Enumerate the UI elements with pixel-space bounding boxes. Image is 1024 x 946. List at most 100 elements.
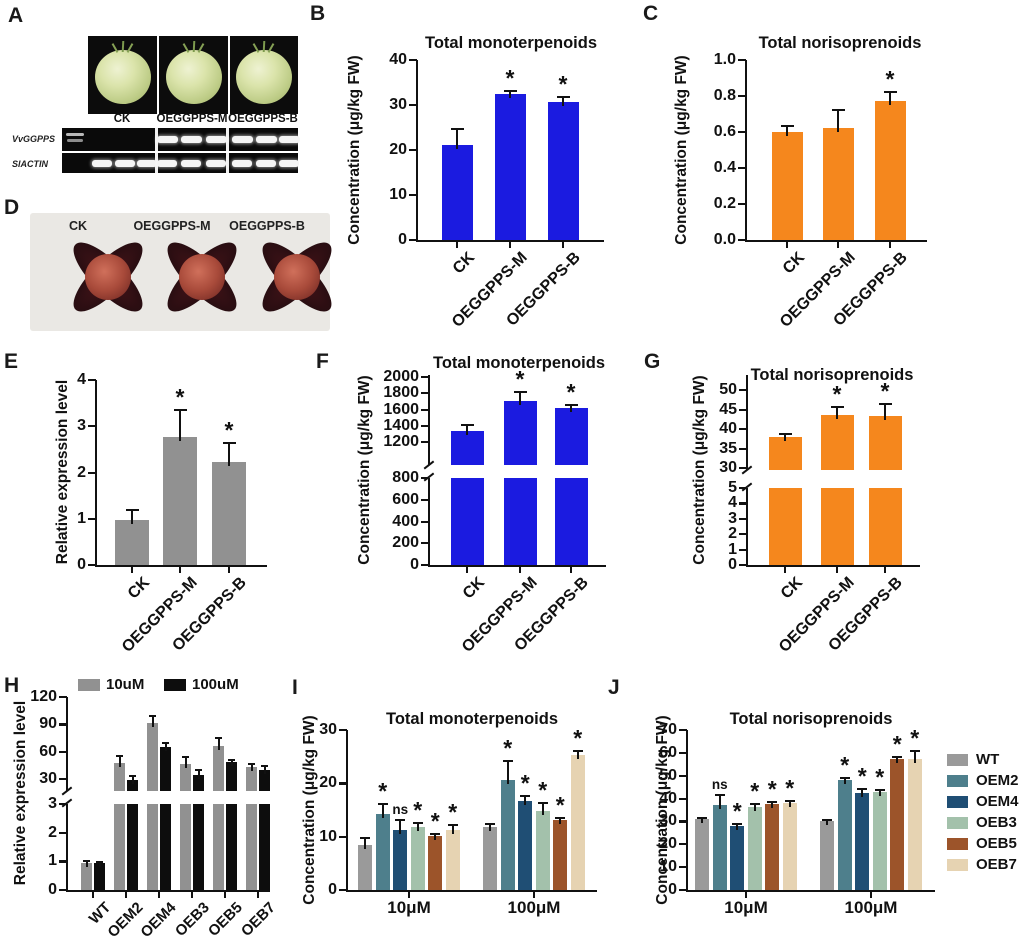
y-tick-mark: [339, 835, 347, 838]
photo-label: OEGGPPS-B: [229, 219, 305, 233]
error-bar-cap: [115, 755, 124, 758]
y-tick-mark: [421, 408, 429, 411]
bar: [695, 819, 710, 890]
significance-star: *: [224, 416, 234, 443]
error-bar-cap: [520, 794, 531, 797]
gel-row-label: VvGGPPS: [12, 134, 56, 144]
error-bar-stem: [753, 804, 756, 811]
y-tick-label: 10: [659, 858, 677, 876]
error-bar-cap: [767, 801, 778, 804]
tomato-fruit: [94, 50, 151, 104]
error-bar-stem: [184, 757, 187, 769]
chart-title: Total norisoprenoids: [729, 710, 893, 728]
bar: [874, 101, 906, 240]
bar-segment-lower: [127, 804, 138, 890]
bar-segment-lower: [259, 804, 270, 890]
x-tick-mark: [509, 242, 512, 248]
significance-star: *: [430, 808, 440, 834]
y-tick-label: 0.2: [713, 195, 736, 212]
y-tick-mark: [59, 778, 67, 781]
x-tick-mark: [125, 892, 128, 898]
tomato-calyx: [121, 40, 124, 53]
y-tick-label: 1: [48, 852, 57, 870]
bar: [115, 519, 149, 565]
error-bar-cap: [247, 763, 256, 766]
x-axis-line: [745, 240, 927, 243]
error-bar-stem: [861, 789, 864, 797]
x-category-label: 10μM: [724, 898, 768, 917]
fruit-flesh: [274, 254, 320, 300]
y-tick-mark: [59, 831, 67, 834]
bar-segment-lower: [503, 478, 537, 565]
bar-segment-lower: [180, 804, 191, 890]
error-bar-stem: [559, 818, 562, 825]
panel-label-j: J: [608, 676, 620, 699]
legend-swatch: [164, 679, 186, 691]
y-tick-mark: [421, 424, 429, 427]
bar: [483, 826, 498, 890]
x-tick-mark: [519, 567, 522, 573]
error-bar-stem: [878, 789, 881, 796]
bar-segment-upper: [180, 764, 191, 791]
error-bar-cap: [749, 803, 760, 806]
y-tick-mark: [409, 194, 417, 197]
chart-title: Total monoterpenoids: [424, 34, 598, 52]
y-tick-label: 2: [48, 823, 57, 841]
x-tick-mark: [889, 242, 892, 248]
y-tick-label: 90: [39, 715, 57, 733]
y-tick-mark: [88, 425, 96, 428]
y-tick-label: 4: [728, 494, 737, 512]
panel-label-i: I: [292, 676, 298, 699]
error-bar-stem: [263, 766, 266, 774]
y-tick-mark: [679, 843, 687, 846]
bar-segment-lower: [147, 804, 158, 890]
legend-swatch: [947, 796, 968, 808]
bar: [535, 811, 550, 890]
y-tick-mark: [738, 59, 746, 62]
y-tick-mark: [339, 889, 347, 892]
error-bar-cap: [161, 741, 170, 744]
significance-star: *: [767, 776, 777, 803]
photo-label: CK: [113, 113, 131, 125]
error-bar-stem: [843, 778, 846, 785]
bar: [375, 813, 390, 890]
panel-j-chart: Total norisoprenoids Concentration (μg/kg…: [654, 672, 1024, 946]
error-bar-stem: [562, 96, 564, 107]
error-bar-cap: [173, 409, 187, 412]
x-category-label: CK: [459, 574, 489, 603]
error-bar-cap: [82, 860, 91, 863]
error-bar-cap: [878, 403, 892, 406]
y-tick-mark: [739, 408, 747, 411]
x-axis-line: [428, 565, 606, 568]
bar: [712, 805, 727, 890]
gel-band: [156, 136, 178, 143]
y-tick-mark: [679, 797, 687, 800]
bar-segment-upper: [213, 746, 224, 791]
error-bar-cap: [125, 508, 139, 511]
bar: [747, 806, 762, 890]
bar: [94, 863, 105, 890]
error-bar-cap: [513, 391, 527, 394]
y-tick-label: 0.6: [713, 123, 736, 140]
error-bar-stem: [570, 405, 572, 413]
y-tick-mark: [739, 467, 747, 470]
panel-label-h: H: [4, 674, 20, 697]
error-bar-cap: [564, 404, 578, 407]
error-bar-cap: [450, 128, 464, 131]
panel-label-f: F: [316, 350, 329, 373]
significance-star: *: [885, 65, 895, 92]
x-tick-mark: [158, 892, 161, 898]
y-tick-mark: [59, 723, 67, 726]
y-tick-label: 70: [659, 721, 677, 738]
bar: [445, 830, 460, 890]
error-bar-cap: [148, 715, 157, 718]
bar: [872, 791, 887, 890]
error-bar-stem: [230, 759, 233, 766]
panel-f-chart: Total monoterpenoids Concentration (μg/kg…: [335, 350, 633, 688]
bar-segment-lower: [768, 488, 802, 565]
bar: [358, 844, 373, 890]
error-bar-cap: [227, 758, 236, 761]
y-tick-mark: [679, 889, 687, 892]
significance-star: *: [520, 769, 530, 796]
bar-segment-upper: [193, 775, 204, 791]
